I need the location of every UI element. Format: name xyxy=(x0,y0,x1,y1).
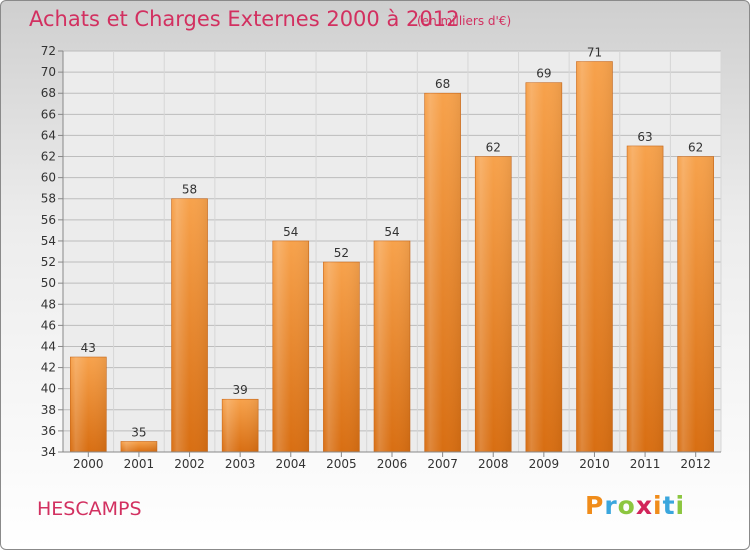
bar-shine xyxy=(424,93,461,453)
y-tick-label: 44 xyxy=(41,339,56,353)
y-tick-label: 50 xyxy=(41,276,56,290)
bar-value-label: 35 xyxy=(131,425,146,439)
proxiti-logo: Proxiti xyxy=(585,491,685,520)
logo-letter: r xyxy=(604,491,618,520)
bar-value-label: 58 xyxy=(182,183,197,197)
chart-subtitle: (en milliers d'€) xyxy=(417,14,512,28)
y-tick-label: 68 xyxy=(41,86,56,100)
y-tick-label: 36 xyxy=(41,424,56,438)
x-tick-label: 2003 xyxy=(225,457,256,471)
y-tick-label: 34 xyxy=(41,445,56,459)
bar-shine xyxy=(576,61,613,452)
x-tick-label: 2012 xyxy=(680,457,711,471)
logo-letter: o xyxy=(617,491,636,520)
bar-shine xyxy=(323,262,360,452)
x-tick-label: 2007 xyxy=(427,457,458,471)
y-tick-label: 56 xyxy=(41,213,56,227)
bar-shine xyxy=(627,145,664,452)
y-tick-label: 52 xyxy=(41,255,56,269)
y-tick-label: 48 xyxy=(41,297,56,311)
bar-shine xyxy=(70,357,107,452)
x-tick-label: 2001 xyxy=(124,457,155,471)
bar-value-label: 69 xyxy=(536,67,551,81)
logo-letter: t xyxy=(662,491,676,520)
bar-shine xyxy=(120,441,157,452)
x-tick-label: 2004 xyxy=(275,457,306,471)
bar-value-label: 62 xyxy=(688,141,703,155)
x-tick-label: 2002 xyxy=(174,457,205,471)
x-tick-label: 2009 xyxy=(529,457,560,471)
bar-value-label: 54 xyxy=(384,225,399,239)
y-tick-label: 60 xyxy=(41,171,56,185)
y-tick-label: 72 xyxy=(41,44,56,58)
y-tick-label: 70 xyxy=(41,65,56,79)
y-tick-label: 54 xyxy=(41,234,56,248)
bar-shine xyxy=(525,82,562,452)
y-tick-label: 40 xyxy=(41,382,56,396)
bar-value-label: 39 xyxy=(233,383,248,397)
bar-value-label: 62 xyxy=(486,141,501,155)
bar-shine xyxy=(222,399,259,452)
x-tick-label: 2006 xyxy=(377,457,408,471)
x-tick-label: 2010 xyxy=(579,457,610,471)
y-tick-label: 62 xyxy=(41,150,56,164)
bar-shine xyxy=(374,240,410,452)
bar-value-label: 68 xyxy=(435,77,450,91)
y-tick-label: 46 xyxy=(41,318,56,332)
bar-value-label: 52 xyxy=(334,246,349,260)
bar-value-label: 63 xyxy=(637,130,652,144)
y-tick-label: 64 xyxy=(41,128,56,142)
bar-value-label: 71 xyxy=(587,46,602,60)
x-tick-label: 2008 xyxy=(478,457,509,471)
bar-value-label: 43 xyxy=(81,341,96,355)
y-tick-label: 38 xyxy=(41,403,56,417)
x-tick-label: 2011 xyxy=(630,457,661,471)
logo-letter: i xyxy=(675,491,686,520)
y-tick-label: 42 xyxy=(41,361,56,375)
x-tick-label: 2005 xyxy=(326,457,357,471)
bar-shine xyxy=(475,156,512,453)
bar-value-label: 54 xyxy=(283,225,298,239)
logo-letter: x xyxy=(635,491,653,520)
commune-name: HESCAMPS xyxy=(37,498,142,520)
bar-shine xyxy=(677,156,714,453)
x-tick-label: 2000 xyxy=(73,457,104,471)
logo-letter: i xyxy=(653,491,663,520)
bar-shine xyxy=(171,198,208,452)
logo-letter: P xyxy=(585,491,605,520)
bar-shine xyxy=(272,240,309,452)
y-tick-label: 66 xyxy=(41,107,56,121)
y-tick-label: 58 xyxy=(41,192,56,206)
chart-title: Achats et Charges Externes 2000 à 2012 xyxy=(29,7,460,31)
